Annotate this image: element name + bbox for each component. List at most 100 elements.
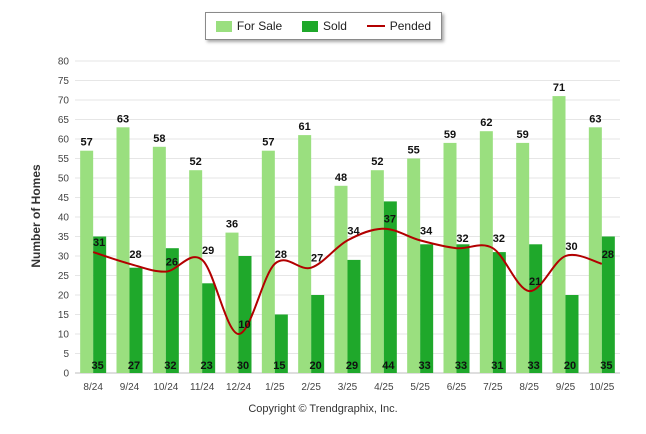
legend-swatch-for-sale [215,20,232,32]
data-label-pended: 30 [565,241,577,253]
x-axis: 8/24 9/24 10/24 11/24 12/24 1/25 2/25 3/25 4/25 5… [83,382,614,393]
legend-label-pended: Pended [389,19,432,33]
data-labels: 57 35 63 27 58 32 52 23 36 30 57 15 61 20 48 29 52 44 55 33… [81,82,614,372]
data-label-sold: 23 [201,360,213,372]
bar-sold [202,283,216,373]
bar-for-sale [334,185,348,373]
data-label-sold: 29 [346,360,358,372]
y-tick-label: 75 [58,76,70,87]
pended-line [92,227,603,336]
y-tick-label: 30 [58,252,70,263]
legend-item-sold[interactable]: Sold [301,19,347,33]
data-label-for-sale: 58 [153,133,165,145]
x-tick-label: 6/25 [447,382,467,393]
legend: For Sale Sold Pended [205,12,442,40]
y-tick-label: 15 [58,310,70,321]
legend-label-for-sale: For Sale [236,19,283,33]
data-label-for-sale: 63 [589,113,601,125]
y-tick-label: 45 [58,193,70,204]
y-tick-label: 70 [58,96,70,107]
x-tick-label: 8/25 [519,382,539,393]
bar-for-sale [370,170,384,373]
bar-for-sale [298,135,312,373]
data-label-pended: 10 [238,319,250,331]
x-tick-label: 12/24 [226,382,251,393]
bar-sold [93,236,107,373]
x-tick-label: 10/25 [589,382,614,393]
bar-sold [601,236,615,373]
y-tick-label: 25 [58,271,70,282]
data-label-for-sale: 63 [117,113,129,125]
x-tick-label: 10/24 [153,382,178,393]
data-label-sold: 35 [92,360,104,372]
bar-sold [420,244,434,373]
legend-item-for-sale[interactable]: For Sale [215,19,283,33]
data-label-pended: 28 [602,249,614,261]
y-tick-label: 35 [58,232,70,243]
bar-for-sale [80,150,94,373]
x-tick-label: 5/25 [410,382,430,393]
bar-sold [565,295,579,373]
data-label-for-sale: 48 [335,172,347,184]
data-label-for-sale: 52 [190,156,202,168]
y-tick-label: 40 [58,213,70,224]
data-label-sold: 20 [310,360,322,372]
x-tick-label: 8/24 [83,382,103,393]
y-tick-label: 50 [58,174,70,185]
x-tick-label: 4/25 [374,382,394,393]
y-tick-label: 55 [58,154,70,165]
bar-sold [238,256,252,373]
y-axis-label: Number of Homes [29,164,43,268]
x-tick-label: 9/25 [556,382,576,393]
y-tick-label: 60 [58,135,70,146]
legend-swatch-pended [366,25,385,27]
data-label-pended: 26 [166,257,178,269]
bar-for-sale [225,232,239,373]
data-label-sold: 33 [528,360,540,372]
data-label-sold: 15 [273,360,285,372]
data-label-for-sale: 57 [262,137,274,149]
pended-line-path [92,227,603,336]
legend-label-sold: Sold [322,19,347,33]
x-tick-label: 9/24 [120,382,140,393]
y-tick-label: 20 [58,291,70,302]
data-label-pended: 34 [347,225,360,237]
data-label-for-sale: 57 [81,137,93,149]
bar-for-sale [407,158,421,373]
data-label-sold: 27 [128,360,140,372]
data-label-sold: 33 [455,360,467,372]
data-label-pended: 31 [93,237,105,249]
bar-for-sale [479,131,493,373]
data-label-pended: 32 [456,233,468,245]
data-label-for-sale: 52 [371,156,383,168]
data-label-for-sale: 62 [480,117,492,129]
data-label-pended: 21 [529,276,541,288]
data-label-for-sale: 71 [553,82,565,94]
legend-item-pended[interactable]: Pended [366,19,432,33]
data-label-for-sale: 36 [226,219,238,231]
data-label-sold: 20 [564,360,576,372]
y-tick-label: 10 [58,330,70,341]
y-tick-label: 65 [58,115,70,126]
data-label-pended: 34 [420,225,433,237]
bar-for-sale [443,142,457,373]
data-label-sold: 35 [600,360,612,372]
data-label-sold: 30 [237,360,249,372]
bar-sold [492,252,506,373]
bar-for-sale [588,127,602,373]
data-label-for-sale: 59 [517,129,529,141]
data-label-for-sale: 55 [408,145,420,157]
bar-for-sale [261,150,275,373]
x-tick-label: 11/24 [190,382,215,393]
bar-for-sale [516,142,530,373]
bar-sold [274,314,288,373]
bar-sold [165,248,179,373]
bars [80,96,615,373]
data-label-for-sale: 61 [299,121,311,133]
data-label-for-sale: 59 [444,129,456,141]
data-label-sold: 32 [164,360,176,372]
y-tick-label: 80 [58,57,70,68]
copyright-text: Copyright © Trendgraphix, Inc. [248,403,398,415]
legend-swatch-sold [301,20,318,32]
